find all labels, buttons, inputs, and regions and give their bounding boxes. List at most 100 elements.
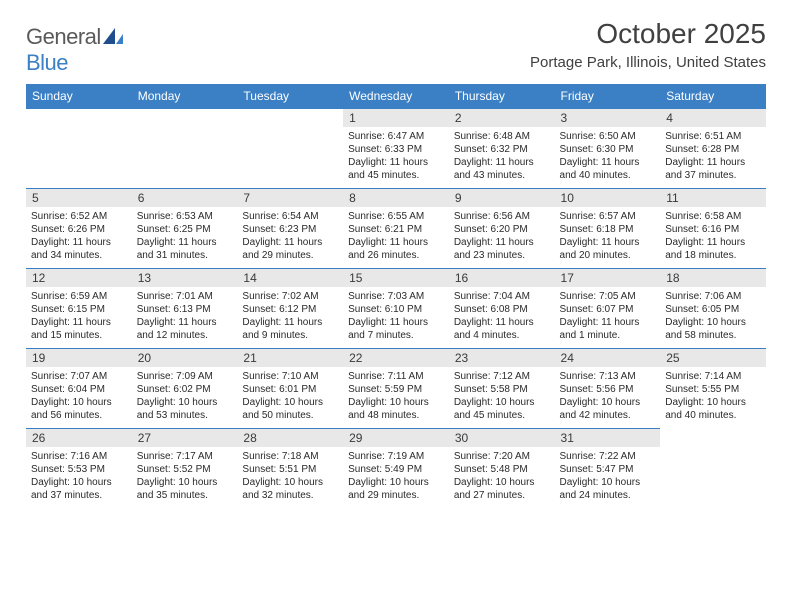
day-cell: Sunrise: 7:05 AMSunset: 6:07 PMDaylight:…: [555, 287, 661, 349]
day-number: 16: [449, 269, 555, 288]
sunset-line: Sunset: 6:16 PM: [665, 223, 761, 236]
daylight-line: Daylight: 11 hours and 18 minutes.: [665, 236, 761, 262]
day-number: 4: [660, 109, 766, 128]
day-cell: Sunrise: 7:09 AMSunset: 6:02 PMDaylight:…: [132, 367, 238, 429]
day-cell: Sunrise: 7:02 AMSunset: 6:12 PMDaylight:…: [237, 287, 343, 349]
sunrise-line: Sunrise: 6:55 AM: [348, 210, 444, 223]
sunset-line: Sunset: 6:02 PM: [137, 383, 233, 396]
sunset-line: Sunset: 6:20 PM: [454, 223, 550, 236]
day-cell: Sunrise: 6:53 AMSunset: 6:25 PMDaylight:…: [132, 207, 238, 269]
day-number: 31: [555, 429, 661, 448]
daylight-line: Daylight: 11 hours and 23 minutes.: [454, 236, 550, 262]
sunrise-line: Sunrise: 6:58 AM: [665, 210, 761, 223]
sunset-line: Sunset: 5:49 PM: [348, 463, 444, 476]
day-header: Thursday: [449, 84, 555, 109]
page-title: October 2025: [530, 18, 766, 50]
empty-cell: [26, 109, 132, 128]
sunrise-line: Sunrise: 7:17 AM: [137, 450, 233, 463]
day-cell: Sunrise: 7:17 AMSunset: 5:52 PMDaylight:…: [132, 447, 238, 508]
sunrise-line: Sunrise: 7:02 AM: [242, 290, 338, 303]
empty-cell: [237, 109, 343, 128]
day-number: 17: [555, 269, 661, 288]
daylight-line: Daylight: 10 hours and 42 minutes.: [560, 396, 656, 422]
daylight-line: Daylight: 10 hours and 53 minutes.: [137, 396, 233, 422]
daylight-line: Daylight: 10 hours and 45 minutes.: [454, 396, 550, 422]
header: General Blue October 2025 Portage Park, …: [26, 18, 766, 76]
daylight-line: Daylight: 11 hours and 43 minutes.: [454, 156, 550, 182]
sunrise-line: Sunrise: 6:59 AM: [31, 290, 127, 303]
day-cell: Sunrise: 6:47 AMSunset: 6:33 PMDaylight:…: [343, 127, 449, 189]
day-cell: Sunrise: 7:20 AMSunset: 5:48 PMDaylight:…: [449, 447, 555, 508]
empty-cell: [132, 109, 238, 128]
sunrise-line: Sunrise: 6:52 AM: [31, 210, 127, 223]
empty-cell: [237, 127, 343, 189]
sunrise-line: Sunrise: 6:54 AM: [242, 210, 338, 223]
day-cell: Sunrise: 7:03 AMSunset: 6:10 PMDaylight:…: [343, 287, 449, 349]
sunset-line: Sunset: 6:04 PM: [31, 383, 127, 396]
day-number: 30: [449, 429, 555, 448]
daylight-line: Daylight: 10 hours and 40 minutes.: [665, 396, 761, 422]
day-number: 19: [26, 349, 132, 368]
daylight-line: Daylight: 10 hours and 35 minutes.: [137, 476, 233, 502]
day-number: 24: [555, 349, 661, 368]
sunrise-line: Sunrise: 7:13 AM: [560, 370, 656, 383]
sunset-line: Sunset: 5:47 PM: [560, 463, 656, 476]
daylight-line: Daylight: 11 hours and 37 minutes.: [665, 156, 761, 182]
day-number: 6: [132, 189, 238, 208]
day-cell: Sunrise: 7:16 AMSunset: 5:53 PMDaylight:…: [26, 447, 132, 508]
day-cell: Sunrise: 7:07 AMSunset: 6:04 PMDaylight:…: [26, 367, 132, 429]
daylight-line: Daylight: 11 hours and 31 minutes.: [137, 236, 233, 262]
day-cell: Sunrise: 6:54 AMSunset: 6:23 PMDaylight:…: [237, 207, 343, 269]
day-cell: Sunrise: 7:14 AMSunset: 5:55 PMDaylight:…: [660, 367, 766, 429]
day-cell: Sunrise: 6:55 AMSunset: 6:21 PMDaylight:…: [343, 207, 449, 269]
sunrise-line: Sunrise: 6:50 AM: [560, 130, 656, 143]
day-cell: Sunrise: 7:12 AMSunset: 5:58 PMDaylight:…: [449, 367, 555, 429]
sunset-line: Sunset: 5:53 PM: [31, 463, 127, 476]
sunrise-line: Sunrise: 6:56 AM: [454, 210, 550, 223]
location: Portage Park, Illinois, United States: [530, 54, 766, 71]
sunset-line: Sunset: 6:12 PM: [242, 303, 338, 316]
day-cell: Sunrise: 6:56 AMSunset: 6:20 PMDaylight:…: [449, 207, 555, 269]
sunset-line: Sunset: 5:55 PM: [665, 383, 761, 396]
day-cell: Sunrise: 7:22 AMSunset: 5:47 PMDaylight:…: [555, 447, 661, 508]
day-cell: Sunrise: 7:13 AMSunset: 5:56 PMDaylight:…: [555, 367, 661, 429]
sunrise-line: Sunrise: 7:20 AM: [454, 450, 550, 463]
sunset-line: Sunset: 6:01 PM: [242, 383, 338, 396]
day-header: Saturday: [660, 84, 766, 109]
sunrise-line: Sunrise: 7:03 AM: [348, 290, 444, 303]
day-number: 26: [26, 429, 132, 448]
day-header: Sunday: [26, 84, 132, 109]
day-header: Wednesday: [343, 84, 449, 109]
empty-cell: [26, 127, 132, 189]
day-header: Monday: [132, 84, 238, 109]
sunset-line: Sunset: 6:18 PM: [560, 223, 656, 236]
day-number: 2: [449, 109, 555, 128]
day-number: 1: [343, 109, 449, 128]
day-cell: Sunrise: 6:57 AMSunset: 6:18 PMDaylight:…: [555, 207, 661, 269]
sunrise-line: Sunrise: 7:06 AM: [665, 290, 761, 303]
daylight-line: Daylight: 11 hours and 15 minutes.: [31, 316, 127, 342]
day-number: 10: [555, 189, 661, 208]
day-number: 14: [237, 269, 343, 288]
day-cell: Sunrise: 6:59 AMSunset: 6:15 PMDaylight:…: [26, 287, 132, 349]
sunrise-line: Sunrise: 7:04 AM: [454, 290, 550, 303]
daylight-line: Daylight: 11 hours and 20 minutes.: [560, 236, 656, 262]
day-cell: Sunrise: 6:52 AMSunset: 6:26 PMDaylight:…: [26, 207, 132, 269]
sunrise-line: Sunrise: 7:10 AM: [242, 370, 338, 383]
sunrise-line: Sunrise: 6:57 AM: [560, 210, 656, 223]
sunset-line: Sunset: 6:21 PM: [348, 223, 444, 236]
day-number: 27: [132, 429, 238, 448]
sunset-line: Sunset: 6:15 PM: [31, 303, 127, 316]
day-number: 18: [660, 269, 766, 288]
sunrise-line: Sunrise: 6:48 AM: [454, 130, 550, 143]
day-number: 29: [343, 429, 449, 448]
day-cell: Sunrise: 7:01 AMSunset: 6:13 PMDaylight:…: [132, 287, 238, 349]
day-number: 22: [343, 349, 449, 368]
day-cell: Sunrise: 6:58 AMSunset: 6:16 PMDaylight:…: [660, 207, 766, 269]
daylight-line: Daylight: 10 hours and 56 minutes.: [31, 396, 127, 422]
day-number: 20: [132, 349, 238, 368]
sunrise-line: Sunrise: 7:12 AM: [454, 370, 550, 383]
day-cell: Sunrise: 6:48 AMSunset: 6:32 PMDaylight:…: [449, 127, 555, 189]
day-number: 13: [132, 269, 238, 288]
sunrise-line: Sunrise: 6:51 AM: [665, 130, 761, 143]
